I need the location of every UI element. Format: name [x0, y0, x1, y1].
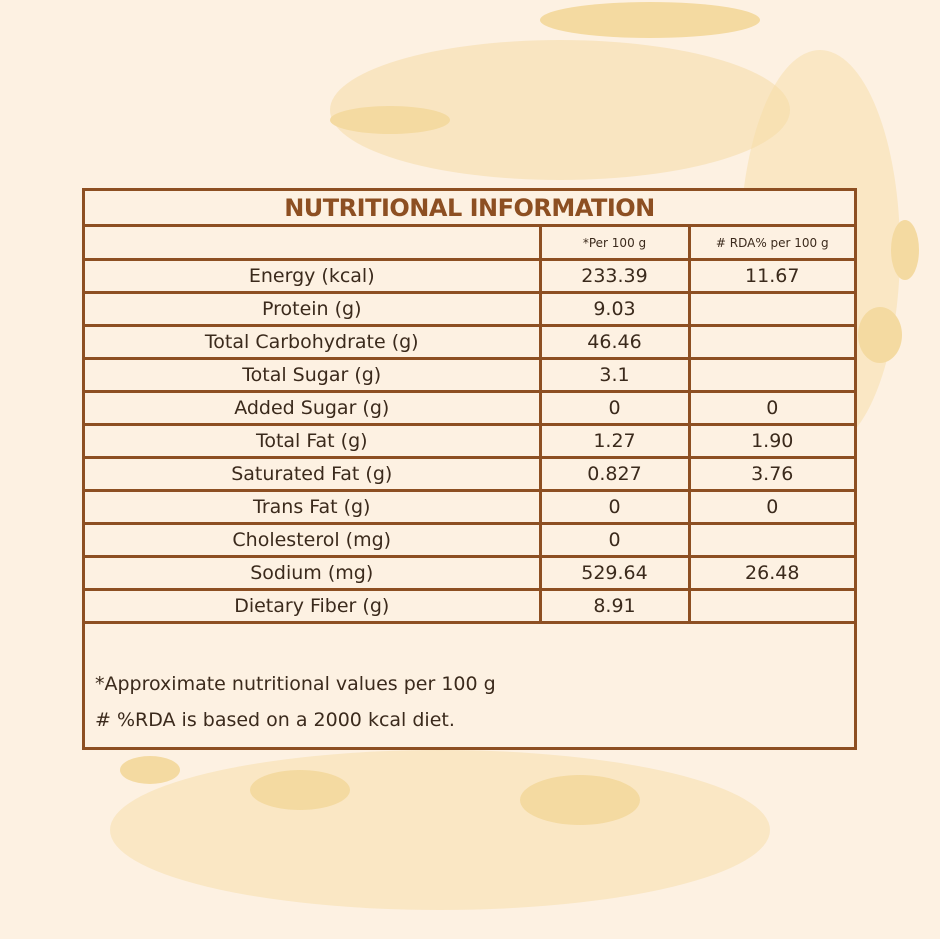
per-100g-value: 0: [538, 522, 691, 558]
footnotes: *Approximate nutritional values per 100 …: [95, 666, 496, 738]
nutrient-row: Dietary Fiber (g) 8.91: [85, 588, 854, 624]
per-100g-value: 46.46: [538, 324, 691, 360]
header-row: *Per 100 g # RDA% per 100 g: [85, 224, 854, 261]
nutrient-row: Protein (g) 9.03: [85, 291, 854, 327]
title-row: NUTRITIONAL INFORMATION: [85, 191, 854, 227]
nutrient-name: Total Fat (g): [85, 423, 542, 459]
header-cell: # RDA% per 100 g: [687, 224, 854, 261]
nutrient-row: Sodium (mg) 529.64 26.48: [85, 555, 854, 591]
footnote: *Approximate nutritional values per 100 …: [95, 673, 496, 695]
nutrient-row: Added Sugar (g) 0 0: [85, 390, 854, 426]
rda-value: 1.90: [687, 423, 854, 459]
per-100g-value: 8.91: [538, 588, 691, 624]
nutrient-name: Energy (kcal): [85, 258, 542, 294]
nutrient-row: Total Sugar (g) 3.1: [85, 357, 854, 393]
table-body: NUTRITIONAL INFORMATION *Per 100 g # RDA…: [85, 191, 854, 624]
nutrient-row: Cholesterol (mg) 0: [85, 522, 854, 558]
rda-value: 26.48: [687, 555, 854, 591]
nutrition-table: NUTRITIONAL INFORMATION *Per 100 g # RDA…: [85, 191, 854, 624]
nutrient-name: Dietary Fiber (g): [85, 588, 542, 624]
rda-value: 3.76: [687, 456, 854, 492]
per-100g-value: 3.1: [538, 357, 691, 393]
rda-value: [687, 588, 854, 624]
header-cell: *Per 100 g: [538, 224, 691, 261]
texture: [110, 2, 919, 910]
nutrient-name: Total Carbohydrate (g): [85, 324, 542, 360]
nutrient-row: Saturated Fat (g) 0.827 3.76: [85, 456, 854, 492]
per-100g-value: 0.827: [538, 456, 691, 492]
table-title: NUTRITIONAL INFORMATION: [85, 191, 854, 227]
header-cell: [85, 224, 542, 261]
rda-value: [687, 324, 854, 360]
per-100g-value: 529.64: [538, 555, 691, 591]
nutrient-row: Total Carbohydrate (g) 46.46: [85, 324, 854, 360]
nutrient-name: Added Sugar (g): [85, 390, 542, 426]
rda-value: 11.67: [687, 258, 854, 294]
nutrient-name: Trans Fat (g): [85, 489, 542, 525]
per-100g-value: 233.39: [538, 258, 691, 294]
per-100g-value: 0: [538, 489, 691, 525]
nutrient-row: Total Fat (g) 1.27 1.90: [85, 423, 854, 459]
nutrient-name: Sodium (mg): [85, 555, 542, 591]
rda-value: [687, 357, 854, 393]
rda-value: [687, 522, 854, 558]
rda-value: 0: [687, 390, 854, 426]
footnote: # %RDA is based on a 2000 kcal diet.: [95, 709, 455, 731]
rda-value: 0: [687, 489, 854, 525]
nutrition-panel: NUTRITIONAL INFORMATION *Per 100 g # RDA…: [82, 188, 857, 750]
per-100g-value: 0: [538, 390, 691, 426]
nutrient-row: Trans Fat (g) 0 0: [85, 489, 854, 525]
nutrient-name: Total Sugar (g): [85, 357, 542, 393]
nutrient-name: Cholesterol (mg): [85, 522, 542, 558]
rda-value: [687, 291, 854, 327]
nutrient-name: Protein (g): [85, 291, 542, 327]
per-100g-value: 1.27: [538, 423, 691, 459]
nutrient-name: Saturated Fat (g): [85, 456, 542, 492]
per-100g-value: 9.03: [538, 291, 691, 327]
nutrient-row: Energy (kcal) 233.39 11.67: [85, 258, 854, 294]
